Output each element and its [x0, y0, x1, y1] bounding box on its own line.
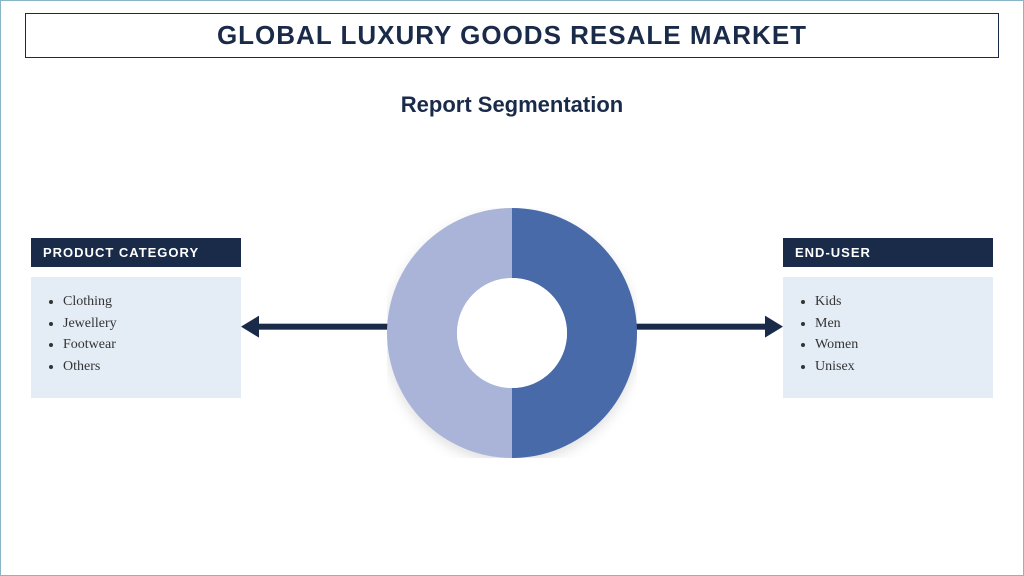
list-item: Kids: [815, 291, 979, 313]
segment-body-left: Clothing Jewellery Footwear Others: [31, 277, 241, 398]
segment-body-right: Kids Men Women Unisex: [783, 277, 993, 398]
donut-chart: [387, 208, 637, 458]
donut-svg: [387, 208, 637, 458]
list-item: Jewellery: [63, 313, 227, 335]
subtitle: Report Segmentation: [1, 92, 1023, 118]
arrow-left-icon: [255, 324, 397, 330]
segment-header-left: PRODUCT CATEGORY: [31, 238, 241, 267]
list-item: Unisex: [815, 356, 979, 378]
list-item: Men: [815, 313, 979, 335]
main-content: PRODUCT CATEGORY Clothing Jewellery Foot…: [1, 118, 1023, 538]
segment-header-right: END-USER: [783, 238, 993, 267]
arrow-right-icon: [627, 324, 769, 330]
list-item: Clothing: [63, 291, 227, 313]
list-item: Footwear: [63, 334, 227, 356]
segment-end-user: END-USER Kids Men Women Unisex: [783, 238, 993, 398]
segment-list-left: Clothing Jewellery Footwear Others: [59, 291, 227, 378]
list-item: Women: [815, 334, 979, 356]
segment-product-category: PRODUCT CATEGORY Clothing Jewellery Foot…: [31, 238, 241, 398]
list-item: Others: [63, 356, 227, 378]
title-bar: GLOBAL LUXURY GOODS RESALE MARKET: [25, 13, 999, 58]
segment-list-right: Kids Men Women Unisex: [811, 291, 979, 378]
main-title: GLOBAL LUXURY GOODS RESALE MARKET: [26, 20, 998, 51]
outer-frame: GLOBAL LUXURY GOODS RESALE MARKET Report…: [0, 0, 1024, 576]
